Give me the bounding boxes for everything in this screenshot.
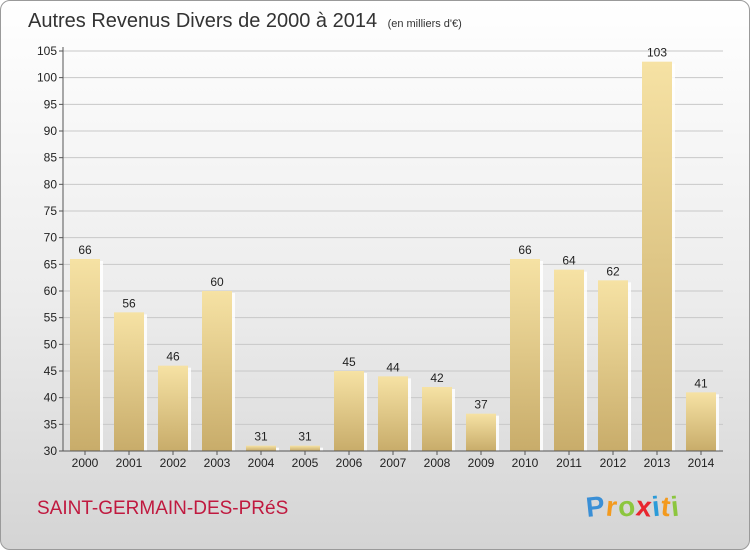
bar-value-label: 41	[694, 376, 708, 390]
bar-value-label: 37	[474, 398, 488, 412]
y-tick-label: 95	[44, 97, 58, 111]
bar-value-label: 45	[342, 355, 356, 369]
y-tick-label: 60	[44, 284, 58, 298]
bar-highlight	[584, 271, 587, 451]
y-tick-label: 80	[44, 177, 58, 191]
bar-highlight	[232, 293, 235, 451]
x-tick-label: 2002	[160, 456, 187, 470]
x-tick-label: 2006	[336, 456, 363, 470]
bar-value-label: 56	[122, 296, 136, 310]
bar-value-label: 31	[254, 430, 268, 444]
bar	[334, 371, 364, 451]
bar	[246, 445, 276, 451]
y-tick-label: 50	[44, 337, 58, 351]
bar	[510, 259, 540, 451]
bar-highlight	[628, 282, 631, 451]
x-tick-label: 2007	[380, 456, 407, 470]
bar	[466, 413, 496, 451]
y-tick-label: 105	[37, 44, 57, 58]
x-tick-label: 2004	[248, 456, 275, 470]
logo-letter: i	[669, 490, 682, 523]
bar-value-label: 103	[647, 46, 667, 60]
bar	[378, 376, 408, 451]
bar-value-label: 66	[78, 243, 92, 257]
bar-value-label: 44	[386, 360, 400, 374]
y-tick-label: 100	[37, 71, 57, 85]
proxiti-logo: Proxiti	[584, 490, 682, 523]
x-tick-label: 2001	[116, 456, 143, 470]
y-tick-label: 90	[44, 124, 58, 138]
bar-highlight	[276, 447, 279, 451]
bar-highlight	[364, 373, 367, 451]
y-tick-label: 75	[44, 204, 58, 218]
x-tick-label: 2003	[204, 456, 231, 470]
bar	[642, 61, 672, 452]
x-tick-label: 2013	[644, 456, 671, 470]
bar	[422, 387, 452, 451]
bar-highlight	[452, 389, 455, 451]
bar-highlight	[540, 261, 543, 451]
bar-highlight	[188, 367, 191, 451]
chart-subtitle: (en milliers d'€)	[387, 18, 462, 30]
y-tick-label: 35	[44, 417, 58, 431]
bar	[70, 259, 100, 451]
bar	[202, 291, 232, 451]
bar-value-label: 62	[606, 264, 620, 278]
bar	[554, 269, 584, 451]
x-tick-label: 2010	[512, 456, 539, 470]
bar-value-label: 42	[430, 371, 444, 385]
y-tick-label: 45	[44, 364, 58, 378]
x-tick-label: 2005	[292, 456, 319, 470]
commune-name: SAINT-GERMAIN-DES-PRéS	[37, 498, 289, 519]
bar-value-label: 64	[562, 254, 576, 268]
y-tick-label: 70	[44, 231, 58, 245]
bar	[158, 365, 188, 451]
title-row: Autres Revenus Divers de 2000 à 2014 (en…	[28, 10, 462, 33]
bar	[290, 445, 320, 451]
bar	[114, 312, 144, 451]
bar-highlight	[320, 447, 323, 451]
bars	[70, 61, 719, 452]
x-tick-label: 2011	[556, 456, 582, 470]
y-tick-label: 85	[44, 151, 58, 165]
bar	[686, 392, 716, 451]
x-tick-label: 2012	[600, 456, 627, 470]
bar-value-label: 60	[210, 275, 224, 289]
labels: 30 35 40 45 50 55 60 65 70 75 80 85 90 95 100 105 66 2000…	[37, 44, 715, 470]
bar-highlight	[408, 378, 411, 451]
x-tick-label: 2000	[72, 456, 99, 470]
x-tick-label: 2008	[424, 456, 451, 470]
bar-highlight	[716, 394, 719, 451]
x-tick-label: 2009	[468, 456, 495, 470]
y-tick-label: 65	[44, 257, 58, 271]
chart-title: Autres Revenus Divers de 2000 à 2014	[28, 10, 378, 32]
bar-value-label: 31	[298, 430, 312, 444]
bar-highlight	[672, 63, 675, 452]
y-tick-label: 30	[44, 444, 58, 458]
bar-highlight	[496, 415, 499, 451]
x-tick-label: 2014	[688, 456, 715, 470]
axes	[59, 47, 723, 455]
bar-value-label: 46	[166, 350, 180, 364]
y-tick-label: 55	[44, 311, 58, 325]
bar-value-label: 66	[518, 243, 532, 257]
bar-highlight	[144, 314, 147, 451]
bar-highlight	[100, 261, 103, 451]
y-tick-label: 40	[44, 391, 58, 405]
bar	[598, 280, 628, 451]
